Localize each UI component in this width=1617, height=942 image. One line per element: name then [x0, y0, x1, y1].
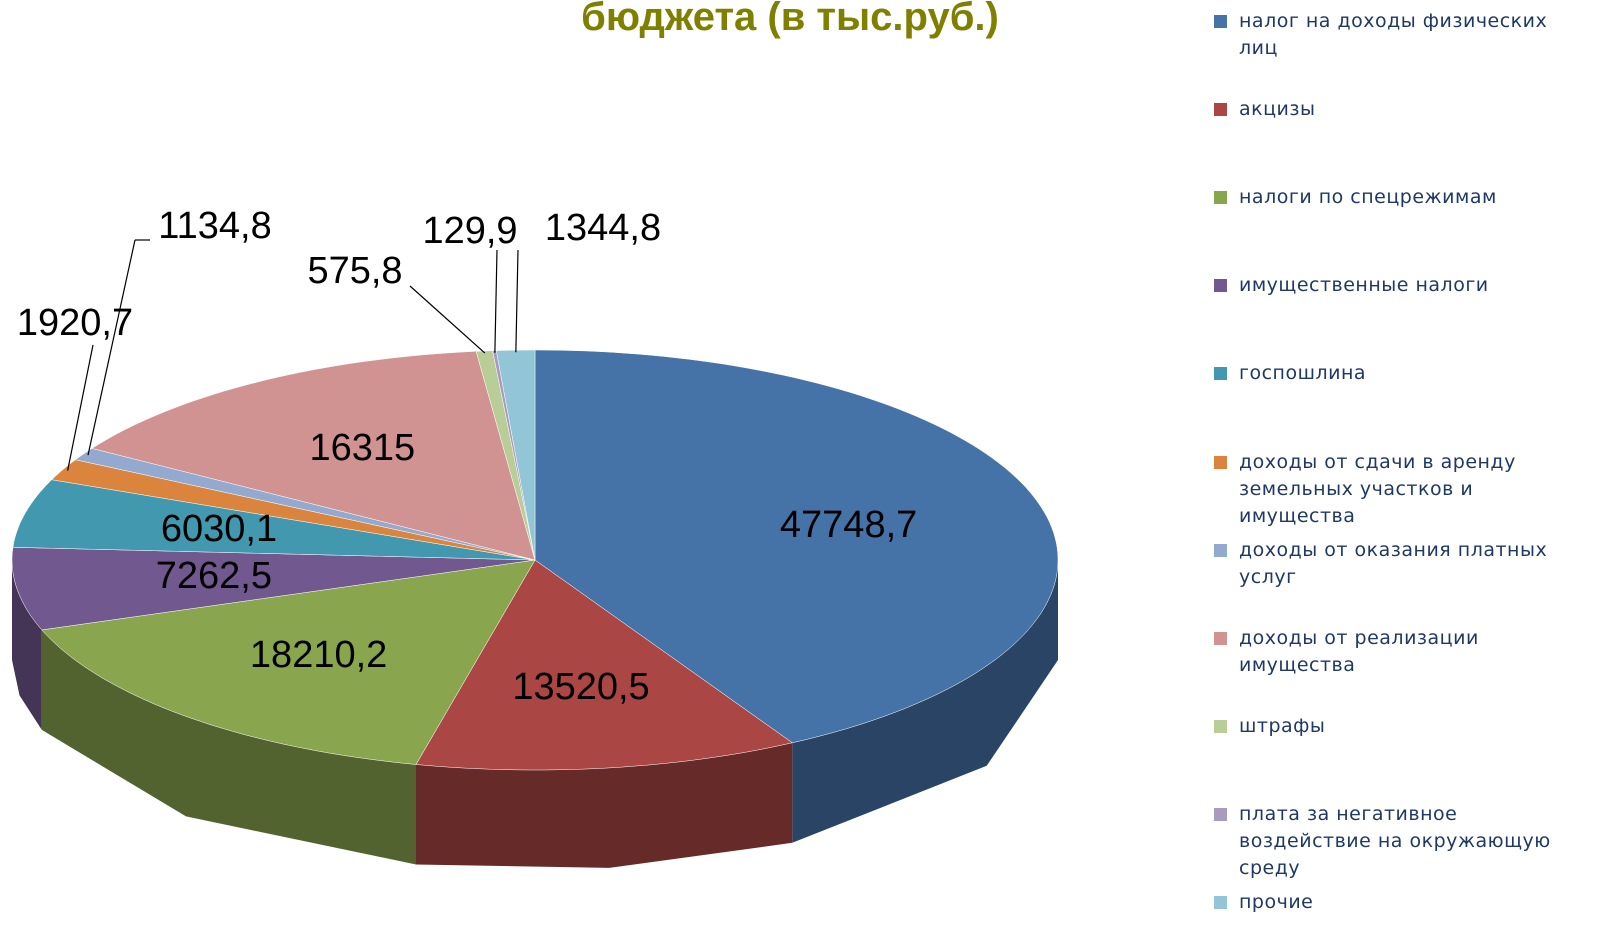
legend-swatch: [1214, 544, 1227, 557]
slice-side: [12, 560, 42, 730]
legend-swatch: [1214, 632, 1227, 645]
chart-title: бюджета (в тыс.руб.): [581, 0, 999, 39]
legend-item: налоги по спецрежимам: [1212, 184, 1612, 211]
legend-item: имущественные налоги: [1212, 272, 1612, 299]
data-label: 13520,5: [512, 666, 649, 708]
slice: [534, 349, 1059, 744]
legend-item: прочие: [1212, 889, 1612, 916]
legend-item: доходы от реализации имущества: [1212, 625, 1612, 679]
legend-swatch: [1214, 279, 1227, 292]
data-label: 1344,8: [545, 207, 661, 249]
legend-label: доходы от оказания платных услуг: [1239, 539, 1548, 588]
legend-label: доходы от реализации имущества: [1239, 627, 1479, 676]
data-label: 129,9: [422, 210, 517, 252]
data-label: 18210,2: [250, 634, 387, 676]
legend-label: штрафы: [1239, 715, 1326, 737]
legend-swatch: [1214, 15, 1227, 28]
slice: [51, 459, 536, 561]
legend-item: доходы от сдачи в аренду земельных участ…: [1212, 449, 1612, 530]
pie-area: бюджета (в тыс.руб.) 47748,7 13520,5 18210…: [11, 0, 1059, 868]
slice: [12, 479, 536, 561]
legend-label: имущественные налоги: [1239, 274, 1489, 296]
legend-item: доходы от оказания платных услуг: [1212, 537, 1612, 591]
data-label: 1134,8: [158, 205, 271, 247]
slice: [91, 351, 536, 561]
data-label: 1920,7: [17, 302, 133, 344]
legend-label: госпошлина: [1239, 362, 1367, 384]
legend-swatch: [1214, 808, 1227, 821]
legend-item: плата за негативное воздействие на окруж…: [1212, 801, 1612, 882]
legend-item: штрафы: [1212, 713, 1612, 740]
data-label: 16315: [309, 427, 415, 469]
legend-label: акцизы: [1239, 98, 1316, 120]
legend-item: налог на доходы физических лиц: [1212, 8, 1612, 62]
legend-swatch: [1214, 103, 1227, 116]
slice-side: [792, 560, 1058, 843]
legend-swatch: [1214, 720, 1227, 733]
legend-item: акцизы: [1212, 96, 1612, 123]
leader-line: [87, 239, 136, 456]
data-label: 7262,5: [156, 555, 272, 597]
legend-item: госпошлина: [1212, 360, 1612, 387]
legend-swatch: [1214, 367, 1227, 380]
leader-line: [409, 285, 486, 354]
leader-line: [494, 249, 498, 353]
legend-label: плата за негативное воздействие на окруж…: [1239, 803, 1551, 879]
slice-side: [416, 742, 793, 868]
data-label: 6030,1: [161, 508, 277, 550]
legend-label: налог на доходы физических лиц: [1239, 10, 1548, 59]
slice: [41, 559, 536, 765]
slice-side: [41, 629, 417, 865]
leader-line: [515, 249, 519, 353]
leader-line: [67, 344, 94, 471]
data-label: 575,8: [307, 250, 402, 292]
legend-label: налоги по спецрежимам: [1239, 186, 1497, 208]
legend-label: доходы от сдачи в аренду земельных участ…: [1239, 451, 1516, 527]
legend-swatch: [1214, 456, 1227, 469]
legend-label: прочие: [1239, 891, 1314, 913]
slice: [415, 559, 793, 771]
legend-swatch: [1214, 896, 1227, 909]
data-label: 47748,7: [780, 504, 917, 546]
slice: [11, 547, 536, 631]
legend-swatch: [1214, 191, 1227, 204]
